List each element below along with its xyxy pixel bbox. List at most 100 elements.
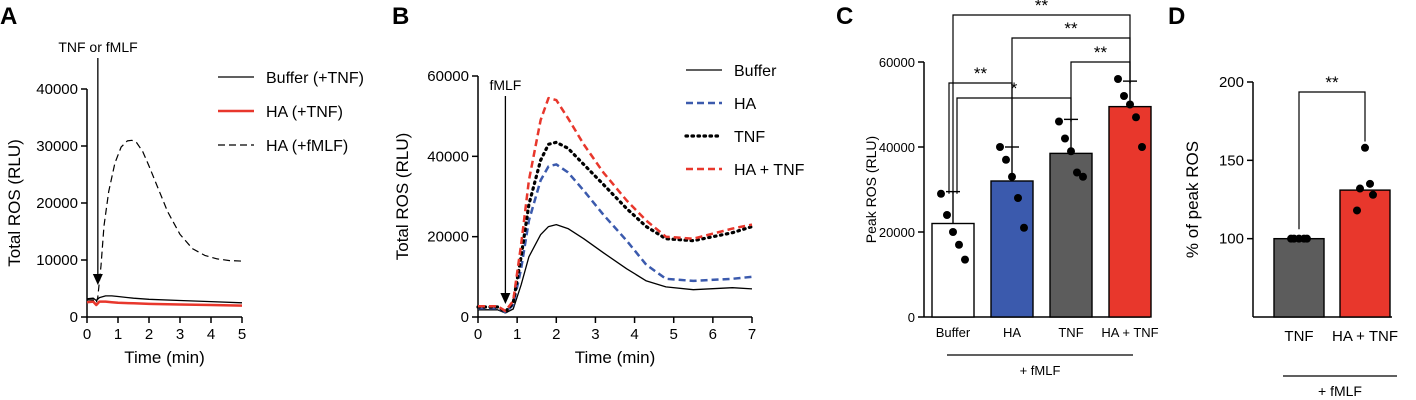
legend-label: Buffer (+TNF) (266, 70, 364, 87)
significance-bracket (1070, 61, 1131, 122)
x-category-label: HA + TNF (1101, 325, 1158, 340)
data-point (1366, 179, 1374, 188)
y-tick-label: 20000 (879, 225, 915, 240)
significance-stars: ** (974, 64, 988, 83)
data-point (1361, 143, 1369, 152)
data-point (949, 228, 957, 236)
bar (990, 180, 1034, 318)
data-point (1303, 234, 1311, 243)
panel-d-bar-chart: 100 150 200 TNF HA + TNF ** + fMLF % of peak RO… (1183, 73, 1398, 399)
data-point (1353, 206, 1361, 215)
y-tick-label: 0 (908, 310, 915, 325)
panel-label-a: A (0, 3, 17, 30)
data-point (1061, 134, 1069, 143)
y-tick-label: 60000 (427, 68, 469, 85)
data-point (1014, 194, 1022, 202)
x-category-label: HA + TNF (1332, 328, 1398, 345)
bar (1273, 237, 1325, 318)
y-axis-title: Peak ROS (RLU) (863, 136, 879, 243)
group-label: + fMLF (1020, 363, 1061, 378)
data-point (1073, 168, 1081, 177)
series-line (478, 96, 753, 313)
significance-stars: ** (1094, 43, 1108, 62)
significance-bracket (1298, 91, 1366, 230)
x-axis-title: Time (min) (575, 348, 656, 367)
y-axis-title: % of peak ROS (1183, 141, 1202, 258)
x-tick-label: 3 (176, 326, 184, 343)
data-point (1126, 100, 1134, 109)
data-point (1002, 155, 1010, 164)
significance-bracket (952, 14, 1131, 194)
y-axis-title: Total ROS (RLU) (5, 139, 24, 267)
y-tick-label: 20000 (427, 229, 469, 246)
x-tick-label: 5 (238, 326, 246, 343)
x-axis-title: Time (min) (124, 348, 205, 367)
legend-label: HA (734, 96, 757, 113)
x-tick-label: 6 (709, 326, 717, 343)
panel-a-line-chart: 0 1 2 3 4 5 0 10000 20000 30000 40000 TNF or fMLF Ti… (5, 39, 364, 367)
series-line (86, 300, 243, 307)
legend-label: HA (+fMLF) (266, 138, 348, 155)
significance-stars: ** (1064, 19, 1078, 38)
panel-label-d: D (1168, 3, 1185, 30)
significance-stars: ** (1325, 73, 1339, 92)
panel-label-b: B (392, 3, 409, 30)
y-tick-label: 0 (461, 309, 469, 326)
significance-bracket (956, 97, 1072, 194)
y-axis-title: Total ROS (RLU) (393, 133, 412, 261)
y-tick-label: 30000 (36, 138, 78, 155)
x-tick-label: 5 (670, 326, 678, 343)
data-point (937, 189, 945, 198)
y-tick-label: 100 (1219, 231, 1244, 248)
legend-label: HA (+TNF) (266, 104, 343, 121)
y-tick-label: 0 (70, 309, 78, 326)
x-tick-label: 0 (474, 326, 482, 343)
data-point (1079, 172, 1087, 181)
y-tick-label: 40000 (36, 81, 78, 98)
data-point (1138, 143, 1146, 151)
x-category-label: HA (1003, 325, 1021, 340)
data-point (961, 255, 969, 264)
data-point (1055, 117, 1063, 126)
x-tick-label: 1 (114, 326, 122, 343)
x-tick-label: 4 (630, 326, 638, 343)
bar (1049, 152, 1093, 318)
significance-stars: * (1011, 79, 1018, 98)
group-label: + fMLF (1318, 383, 1362, 399)
data-point (1356, 184, 1364, 193)
annotation-label: TNF or fMLF (58, 39, 137, 55)
y-tick-label: 150 (1219, 152, 1244, 169)
x-tick-label: 4 (207, 326, 215, 343)
legend-label: Buffer (734, 63, 777, 80)
data-point (955, 240, 963, 249)
x-tick-label: 7 (748, 326, 756, 343)
legend-label: TNF (734, 129, 765, 146)
data-point (1132, 113, 1140, 122)
legend-label: HA + TNF (734, 162, 805, 179)
x-category-label: TNF (1058, 325, 1083, 340)
significance-bracket (948, 82, 1013, 194)
y-tick-label: 60000 (879, 55, 915, 70)
data-point (1114, 75, 1122, 83)
y-tick-label: 40000 (879, 140, 915, 155)
annotation-label: fMLF (489, 77, 521, 93)
data-point (1020, 223, 1028, 232)
significance-stars: ** (1035, 0, 1049, 15)
data-point (1008, 172, 1016, 181)
series-line (478, 223, 753, 314)
bar (1339, 189, 1391, 318)
x-tick-label: 0 (83, 326, 91, 343)
bar (931, 222, 975, 318)
panel-label-c: C (836, 3, 853, 30)
panel-b-line-chart: 0 1 2 3 4 5 6 7 0 20000 40000 60000 fMLF Time (min) To… (393, 63, 805, 367)
x-tick-label: 2 (145, 326, 153, 343)
x-tick-label: 3 (591, 326, 599, 343)
series-line (86, 295, 243, 304)
x-tick-label: 1 (513, 326, 521, 343)
annotation-arrowhead (92, 274, 103, 285)
data-point (1287, 234, 1295, 243)
data-point (943, 211, 951, 219)
y-tick-label: 10000 (36, 252, 78, 269)
